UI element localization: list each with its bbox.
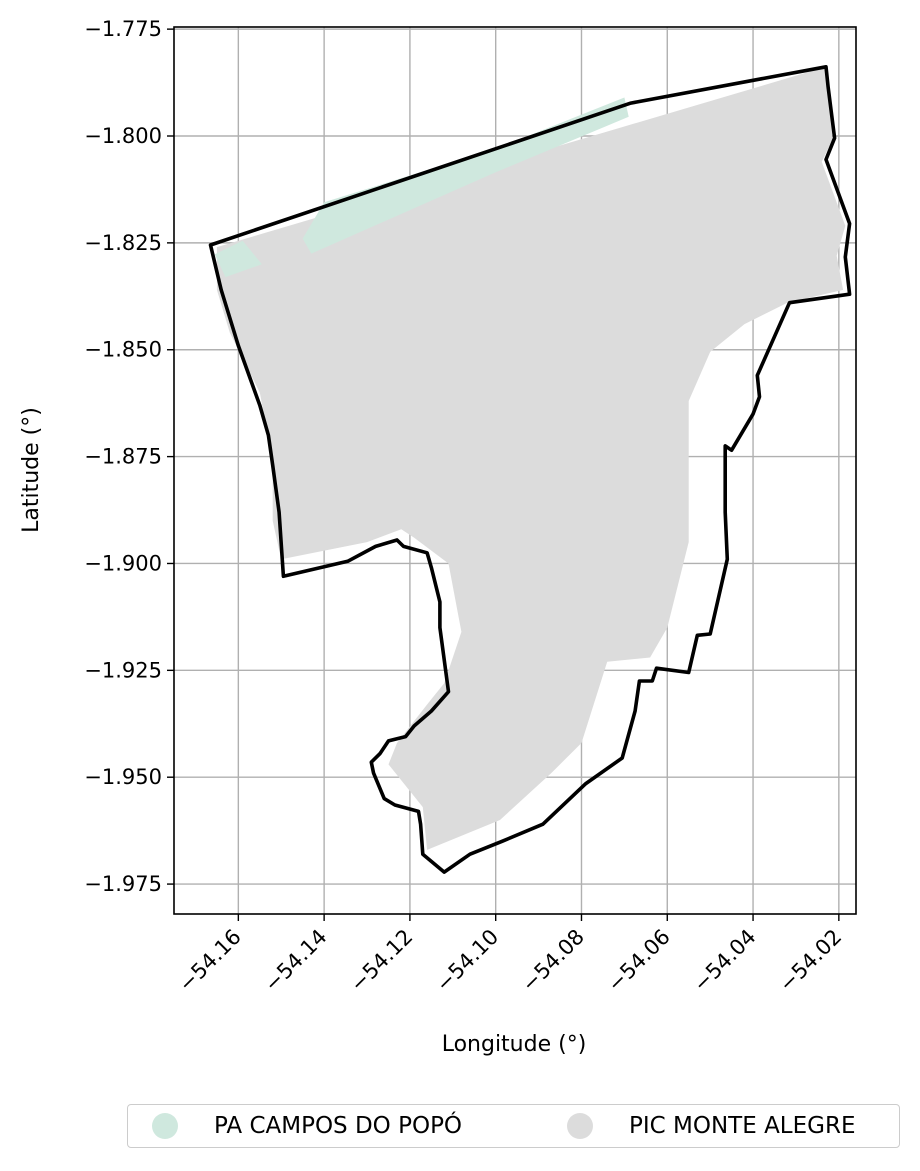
region-pic-monte-alegre bbox=[216, 66, 846, 850]
legend-label-pic-monte-alegre: PIC MONTE ALEGRE bbox=[629, 1113, 856, 1139]
x-tick-label: −54.14 bbox=[260, 925, 332, 997]
x-axis-title: Longitude (°) bbox=[442, 1032, 587, 1057]
y-tick-label: −1.800 bbox=[84, 124, 162, 148]
y-tick-label: −1.950 bbox=[84, 765, 162, 789]
x-axis-ticks: −54.16 −54.14 −54.12 −54.10 −54.08 −54.06 −54.… bbox=[174, 914, 846, 996]
plot-frame bbox=[173, 26, 857, 915]
region-fills bbox=[214, 66, 846, 850]
y-axis-ticks: −1.775 −1.800 −1.825 −1.850 −1.875 −1.900 −1.9… bbox=[84, 17, 174, 896]
region-pa-campos-do-pop bbox=[214, 240, 262, 278]
y-axis-title: Latitude (°) bbox=[19, 407, 44, 533]
y-tick-label: −1.925 bbox=[84, 658, 162, 682]
legend: PA CAMPOS DO POPÓ PIC MONTE ALEGRE bbox=[127, 1104, 900, 1148]
y-tick-label: −1.775 bbox=[84, 17, 162, 41]
map-chart: −54.16 −54.14 −54.12 −54.10 −54.08 −54.06 −54.… bbox=[19, 17, 857, 1057]
legend-item-pic-monte-alegre: PIC MONTE ALEGRE bbox=[567, 1105, 856, 1147]
boundary-outline bbox=[208, 65, 852, 874]
legend-marker-pa-campos-do-popo bbox=[152, 1113, 178, 1139]
y-tick-label: −1.975 bbox=[84, 872, 162, 896]
y-tick-label: −1.825 bbox=[84, 231, 162, 255]
x-tick-label: −54.06 bbox=[603, 925, 675, 997]
legend-marker-pic-monte-alegre bbox=[567, 1113, 593, 1139]
x-tick-label: −54.02 bbox=[774, 925, 846, 997]
legend-item-pa-campos-do-popo: PA CAMPOS DO POPÓ bbox=[152, 1105, 462, 1147]
legend-label-pa-campos-do-popo: PA CAMPOS DO POPÓ bbox=[214, 1113, 463, 1139]
x-tick-label: −54.10 bbox=[431, 925, 503, 997]
x-tick-label: −54.08 bbox=[517, 925, 589, 997]
y-tick-label: −1.850 bbox=[84, 338, 162, 362]
municipal-boundary bbox=[208, 65, 852, 874]
y-tick-label: −1.875 bbox=[84, 445, 162, 469]
y-tick-label: −1.900 bbox=[84, 551, 162, 575]
x-tick-label: −54.12 bbox=[346, 925, 418, 997]
x-tick-label: −54.04 bbox=[689, 925, 761, 997]
region-pa-campos-do-pop bbox=[302, 97, 629, 254]
x-tick-label: −54.16 bbox=[174, 925, 246, 997]
